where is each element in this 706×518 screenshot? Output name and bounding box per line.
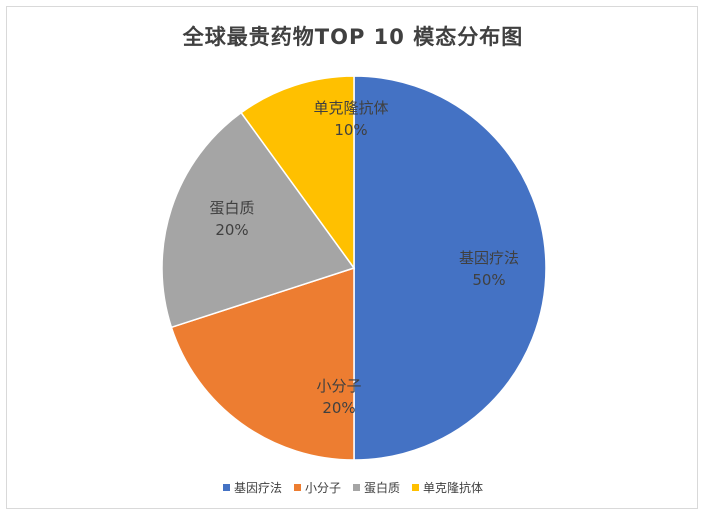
slice-value-label-4: 10% (334, 121, 367, 139)
chart-legend: 基因疗法 小分子 蛋白质 单克隆抗体 (7, 479, 699, 496)
pie-chart: 基因疗法 50% 小分子 20% 蛋白质 20% 单克隆抗体 10% (161, 75, 547, 461)
pie-slice-3 (161, 111, 356, 329)
slice-value-label-2: 20% (322, 399, 355, 417)
slice-value-label-3: 20% (215, 221, 248, 239)
slice-value-label-1: 50% (472, 271, 505, 289)
slice-label-3: 蛋白质 (209, 199, 254, 217)
legend-swatch-3 (353, 484, 360, 491)
slice-label-2: 小分子 (316, 377, 361, 395)
legend-label-3: 蛋白质 (364, 481, 401, 495)
legend-swatch-2 (293, 484, 301, 491)
legend-swatch-1 (222, 484, 230, 491)
legend-item-2: 小分子 (293, 479, 341, 496)
legend-item-3: 蛋白质 (353, 479, 400, 496)
slice-label-1: 基因疗法 (459, 249, 519, 267)
legend-swatch-4 (412, 484, 420, 491)
legend-item-1: 基因疗法 (222, 479, 282, 496)
legend-label-1: 基因疗法 (233, 481, 282, 495)
pie-slice-2 (170, 266, 355, 461)
legend-item-4: 单克隆抗体 (412, 479, 483, 496)
legend-label-2: 小分子 (304, 481, 341, 495)
chart-title: 全球最贵药物TOP 10 模态分布图 (182, 25, 524, 49)
pie-slice-1 (353, 75, 547, 461)
slice-label-4: 单克隆抗体 (313, 99, 388, 117)
legend-label-4: 单克隆抗体 (423, 481, 484, 495)
chart-frame: 全球最贵药物TOP 10 模态分布图 基因疗法 50% 小分子 20% 蛋白质 20% 单克… (6, 6, 698, 509)
pie-slice-4 (240, 75, 355, 271)
